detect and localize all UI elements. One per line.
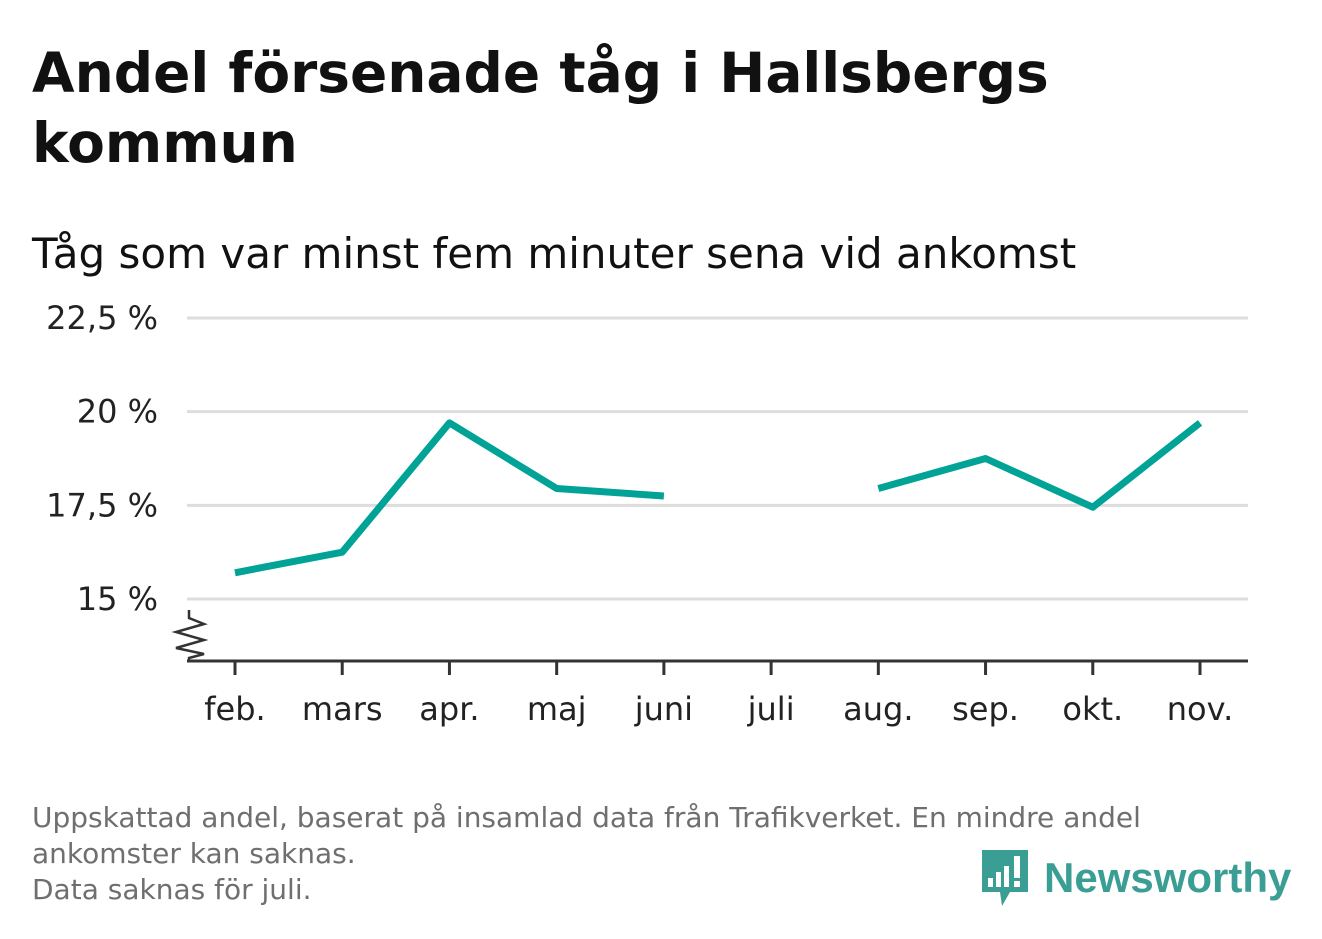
x-tick-label: feb. — [204, 690, 265, 728]
x-axis-labels: feb. mars apr. maj juni juli aug. sep. okt. nov. — [204, 690, 1233, 728]
x-tick-label: apr. — [419, 690, 479, 728]
x-tick-label: aug. — [843, 690, 913, 728]
x-tick-label: okt. — [1062, 690, 1123, 728]
x-tick-label: maj — [527, 690, 587, 728]
footnote-line-1: Uppskattad andel, baserat på insamlad da… — [32, 801, 1141, 834]
y-tick-label: 17,5 % — [46, 486, 158, 524]
y-tick-label: 22,5 % — [46, 299, 158, 337]
x-tick-label: juli — [747, 690, 795, 728]
y-tick-label: 15 % — [77, 580, 158, 618]
brand-logo: Newsworthy — [980, 848, 1291, 908]
series-line-segment — [877, 420, 1203, 511]
x-tick-label: sep. — [952, 690, 1019, 728]
footnote-line-3: Data saknas för juli. — [32, 873, 312, 906]
axis-break-mark — [171, 610, 209, 661]
x-axis-ticks — [233, 661, 1202, 675]
x-tick-label: mars — [302, 690, 383, 728]
series-lines — [234, 419, 1203, 577]
series-line-segment — [234, 419, 665, 577]
gridlines — [187, 316, 1248, 601]
y-axis-labels: 15 % 17,5 % 20 % 22,5 % — [46, 299, 158, 618]
y-tick-label: 20 % — [77, 393, 158, 431]
footnote-line-2: ankomster kan saknas. — [32, 837, 356, 870]
chart-title: Andel försenade tåg i Hallsbergs kommun — [32, 41, 1049, 175]
footnote: Uppskattad andel, baserat på insamlad da… — [32, 800, 1282, 908]
newsworthy-logo-icon — [982, 850, 1028, 906]
x-tick-label: nov. — [1167, 690, 1233, 728]
brand-name: Newsworthy — [1044, 854, 1292, 901]
x-tick-label: juni — [634, 690, 693, 728]
chart-subtitle: Tåg som var minst fem minuter sena vid a… — [32, 229, 1077, 278]
